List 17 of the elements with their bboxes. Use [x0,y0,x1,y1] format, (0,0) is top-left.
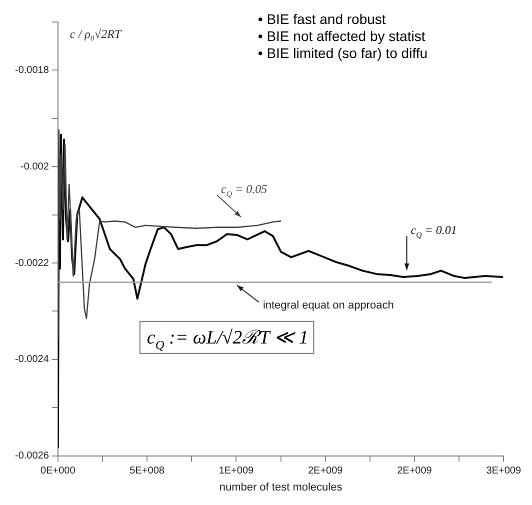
x-tick-label: 5E+008 [130,466,165,477]
annotation: • BIE not affected by statist [258,28,426,44]
y-tick-label: -0.0024 [14,354,50,366]
x-tick-label: 0E+000 [40,466,76,477]
x-tick-label: 2E+009 [397,466,432,477]
y-tick-label: -0.0018 [14,64,50,76]
annotation: • BIE fast and robust [258,11,386,27]
y-tick-label: -0.0022 [14,258,50,269]
y-axis-title: c / ρ₀√2RT [70,27,122,41]
x-tick-label: 2E+009 [308,466,344,477]
x-tick-label: 1E+009 [218,466,254,477]
x-tick-label: 3E+009 [486,466,522,477]
x-axis-title: number of test molecules [219,481,343,494]
y-tick-label: -0.0026 [14,450,50,462]
ref-line-label: integral equat on approach [262,299,394,312]
annotation: • BIE limited (so far) to diffu [258,45,428,61]
y-tick-label: -0.002 [20,161,50,172]
